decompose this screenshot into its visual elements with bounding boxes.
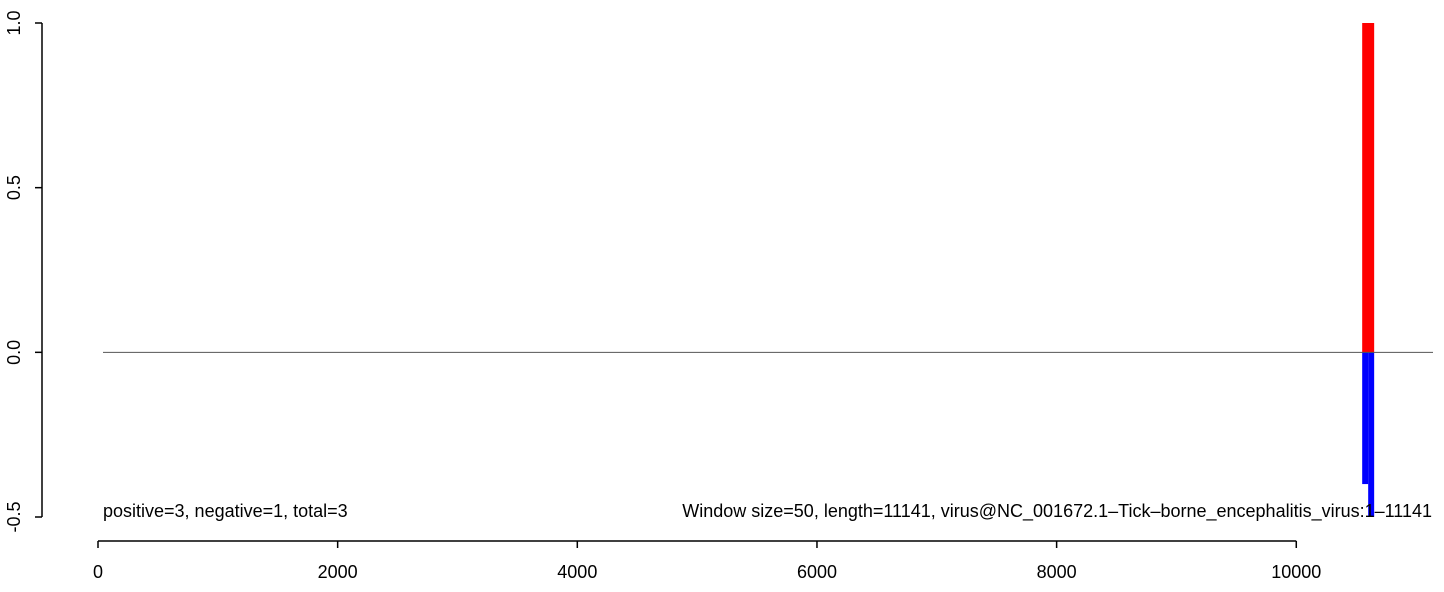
x-tick-label-0: 0 <box>93 562 103 582</box>
x-axis: 0 2000 4000 6000 8000 10000 <box>93 540 1321 582</box>
x-tick-label-4: 8000 <box>1037 562 1077 582</box>
y-tick-label-2: 0.5 <box>4 175 24 200</box>
window-info-annotation: Window size=50, length=11141, virus@NC_0… <box>682 501 1432 522</box>
y-tick-label-0: -0.5 <box>4 501 24 532</box>
x-tick-label-1: 2000 <box>318 562 358 582</box>
counts-annotation: positive=3, negative=1, total=3 <box>103 501 348 521</box>
bar-series-1-0 <box>1362 352 1369 485</box>
bar-series-1-1 <box>1368 352 1375 517</box>
x-tick-label-5: 10000 <box>1271 562 1321 582</box>
bar-series-0-0 <box>1362 23 1375 353</box>
x-tick-label-3: 6000 <box>797 562 837 582</box>
y-tick-label-3: 1.0 <box>4 10 24 35</box>
y-tick-label-1: 0.0 <box>4 340 24 365</box>
y-axis: -0.5 0.0 0.5 1.0 <box>4 10 43 533</box>
x-tick-label-2: 4000 <box>557 562 597 582</box>
bar-group <box>1362 23 1375 517</box>
